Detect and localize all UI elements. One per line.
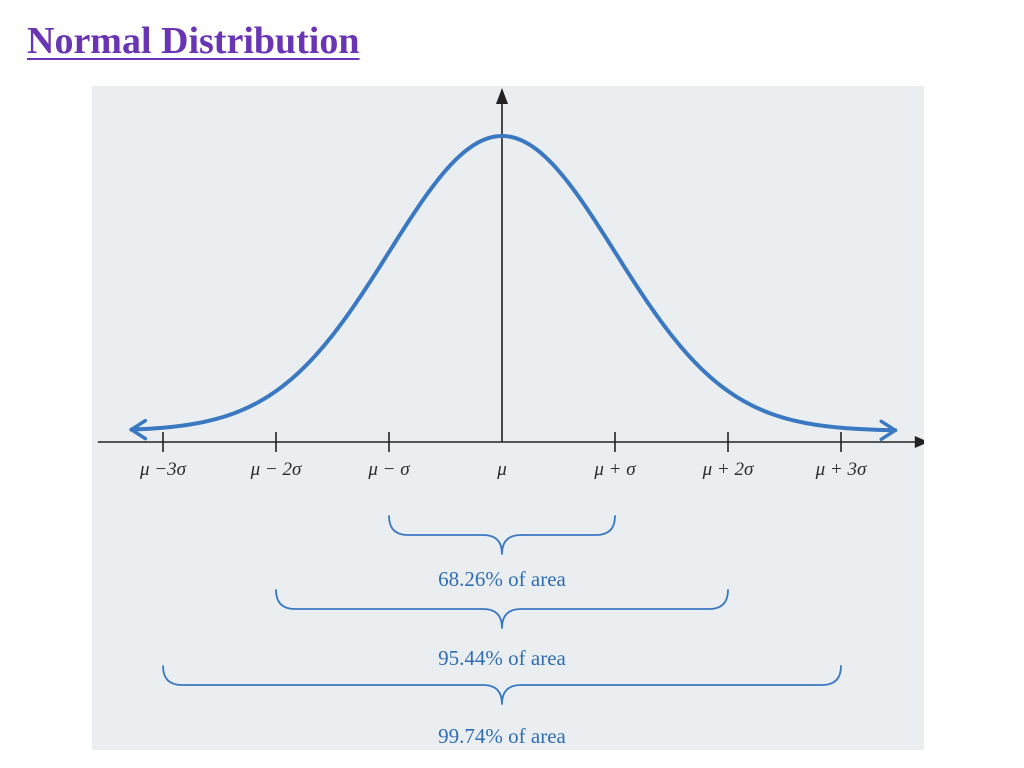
normal-curve-line <box>129 134 898 433</box>
normal-curve-chart: μ −3σ μ − 2σ μ − σ μ μ + σ μ + 2σ μ + 3σ 68.26… <box>97 88 924 748</box>
x-axis-arrowhead <box>914 436 924 448</box>
y-axis-arrowhead <box>496 88 508 104</box>
x-ticks: μ −3σ μ − 2σ μ − σ μ μ + σ μ + 2σ μ + 3σ <box>139 432 867 480</box>
normal-distribution-figure: μ −3σ μ − 2σ μ − σ μ μ + σ μ + 2σ μ + 3σ 68.26… <box>92 86 924 750</box>
x-tick-label: μ −3σ <box>139 459 187 480</box>
page-title: Normal Distribution <box>27 20 360 62</box>
x-tick-label: μ − 2σ <box>250 459 302 480</box>
curve-layer <box>129 134 898 442</box>
axes <box>97 88 924 448</box>
area-label: 95.44% of area <box>438 646 566 670</box>
area-brace <box>162 665 842 705</box>
x-tick-label: μ − σ <box>367 459 410 480</box>
x-tick-label: μ + σ <box>593 459 636 480</box>
curve-right-arrow <box>879 419 897 442</box>
area-label: 68.26% of area <box>438 567 566 591</box>
x-tick-label: μ <box>496 459 507 480</box>
area-brace <box>388 515 616 555</box>
curve-left-arrow <box>129 418 148 441</box>
area-braces: 68.26% of area 95.44% of area 99.74% of ar… <box>162 515 842 748</box>
area-label: 99.74% of area <box>438 724 566 748</box>
x-tick-label: μ + 2σ <box>702 459 754 480</box>
area-brace <box>275 589 729 629</box>
x-tick-label: μ + 3σ <box>815 459 867 480</box>
